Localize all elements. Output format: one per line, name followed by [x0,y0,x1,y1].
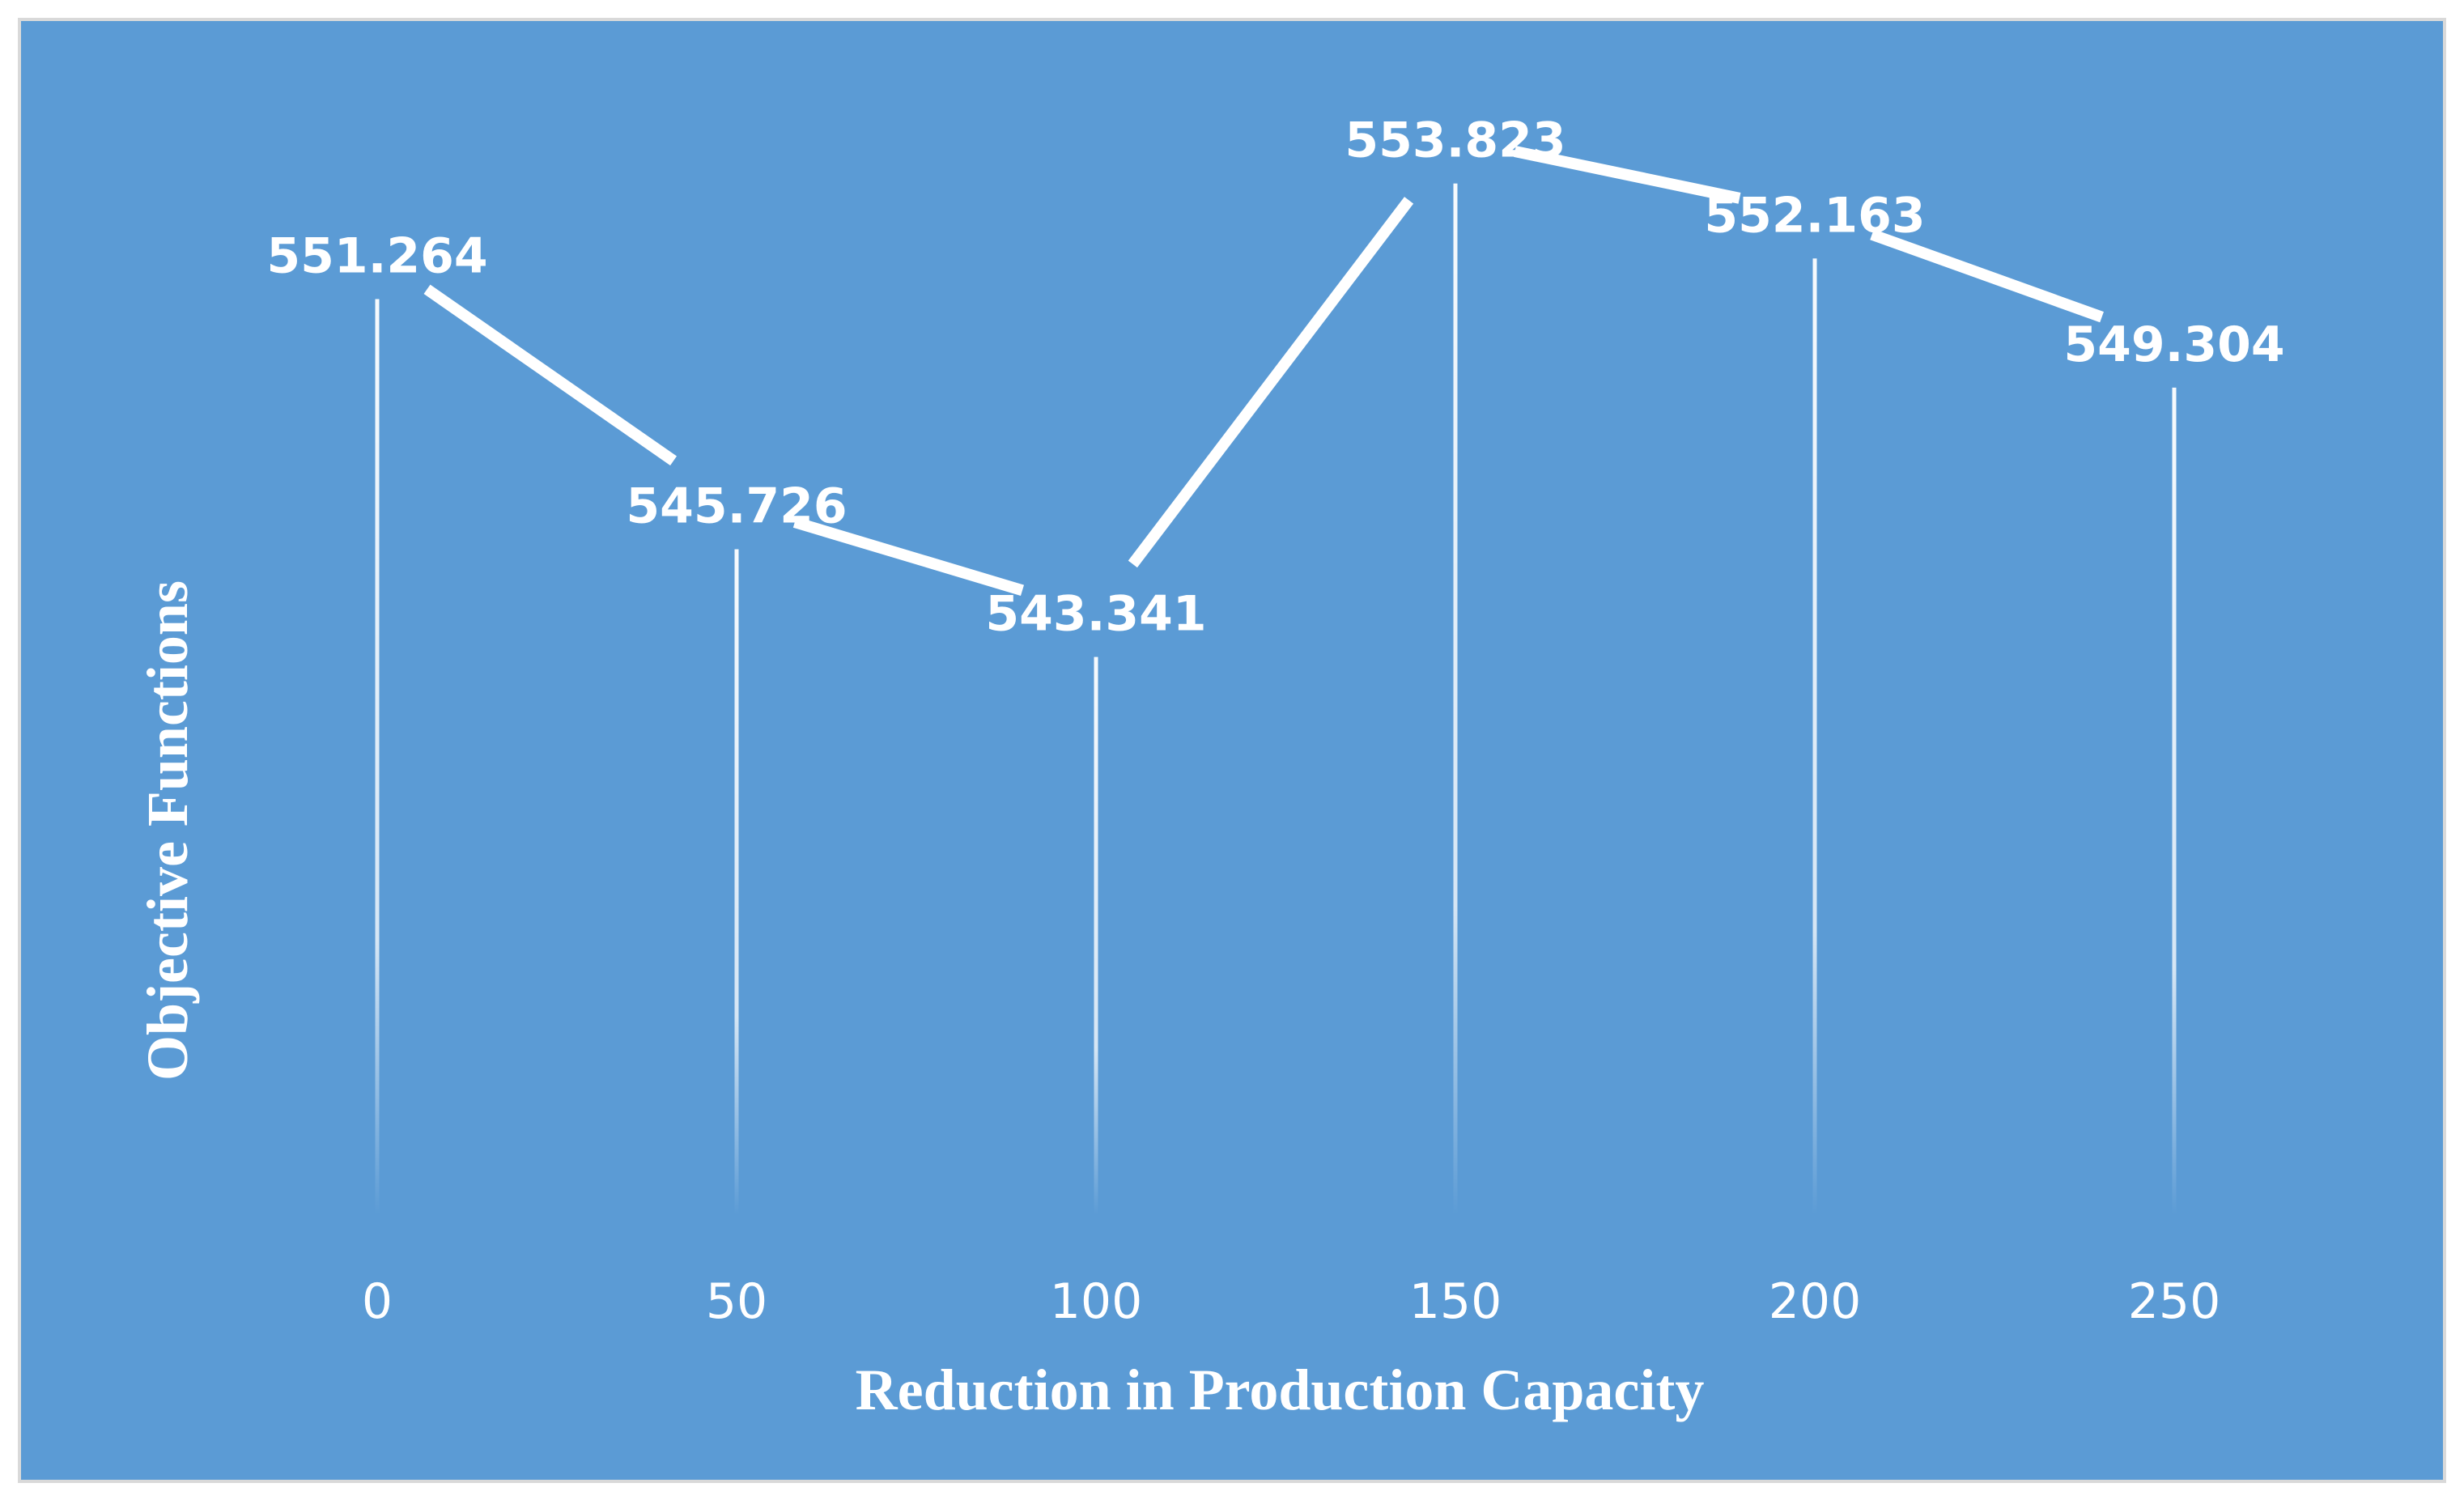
drop-line-150 [1453,183,1458,1215]
x-axis-ticks: 0 50 100 150 200 250 [362,1273,2220,1330]
data-label-0: 551.264 [266,227,487,284]
series-segment-0-50 [423,284,678,465]
data-label-150: 553.823 [1345,113,1565,169]
drop-line-200 [1812,258,1817,1216]
x-tick-label-250: 250 [2128,1273,2221,1330]
series-lines [423,146,2104,597]
data-labels: 551.264 545.726 543.341 553.823 552.163 549.3… [266,113,2284,643]
x-tick-label-0: 0 [362,1273,393,1330]
x-tick-label-50: 50 [706,1273,767,1330]
data-label-100: 543.341 [985,586,1206,643]
chart-frame: 551.264 545.726 543.341 553.823 552.163 549.3… [18,18,2446,1483]
drop-line-100 [1094,657,1098,1215]
data-label-250: 549.304 [2063,317,2284,373]
x-tick-label-100: 100 [1050,1273,1143,1330]
drop-line-0 [375,299,380,1216]
series-segment-50-100 [792,516,1025,597]
chart-svg: 551.264 545.726 543.341 553.823 552.163 549.3… [135,113,2285,1422]
x-tick-label-200: 200 [1769,1273,1862,1330]
data-label-200: 552.163 [1704,187,1925,244]
drop-lines [375,183,2177,1216]
series-segment-200-250 [1870,229,2104,323]
x-axis-title: Reduction in Production Capacity [856,1358,1705,1422]
x-tick-label-150: 150 [1409,1273,1502,1330]
drop-line-50 [734,549,739,1215]
drop-line-250 [2172,387,2177,1215]
y-axis-title: Objective Functions [135,580,200,1081]
series-segment-150-200 [1513,146,1741,204]
data-label-50: 545.726 [626,478,847,534]
series-segment-100-150 [1128,197,1414,568]
